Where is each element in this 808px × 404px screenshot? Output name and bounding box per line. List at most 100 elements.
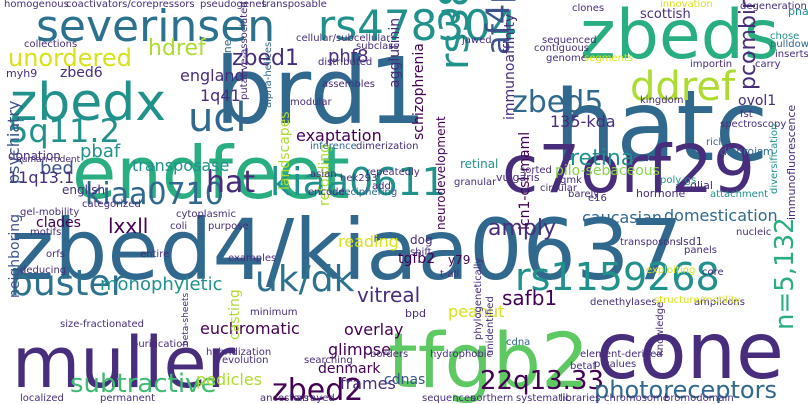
- word-4: muller: [12, 322, 236, 404]
- word-99: panels: [684, 245, 717, 256]
- word-80: degeneration: [740, 1, 807, 12]
- word-86: ovol1: [738, 93, 777, 109]
- word-54: cdnas: [384, 372, 426, 388]
- word-66: neighboring: [7, 214, 23, 298]
- word-172: knowledge: [655, 301, 666, 356]
- word-93: hormone: [636, 187, 686, 200]
- word-6: cone: [596, 307, 785, 397]
- word-119: transposable: [262, 0, 327, 10]
- word-182: arrayed: [296, 393, 335, 404]
- word-128: inference: [310, 141, 357, 152]
- word-85: carry: [755, 59, 781, 70]
- word-125: alpha-helices: [263, 41, 274, 108]
- word-2: brd1: [215, 38, 427, 145]
- word-148: coli: [170, 221, 188, 232]
- word-102: nucleic: [736, 227, 772, 238]
- word-116: homogenous: [4, 0, 69, 10]
- word-19: kiaa0710: [85, 177, 224, 212]
- word-112: sequenced: [542, 35, 597, 46]
- word-92: kingdom: [640, 95, 684, 106]
- word-130: hek293: [340, 173, 378, 184]
- word-57: domestication: [664, 206, 778, 225]
- word-60: dog: [410, 233, 433, 247]
- word-138: vulgaris: [496, 171, 540, 184]
- word-94: glial: [690, 179, 713, 192]
- word-25: photoreceptors: [594, 376, 777, 404]
- word-127: modular: [290, 97, 332, 108]
- word-53: frames: [340, 374, 396, 393]
- word-154: examples: [228, 253, 277, 264]
- word-175: bromodomain: [664, 393, 734, 404]
- word-15: 5q11.2: [8, 112, 120, 150]
- word-51: glimpse: [328, 340, 391, 359]
- word-100: transposons: [620, 237, 682, 248]
- word-81: innovation: [660, 0, 713, 10]
- word-180: permanent: [100, 393, 156, 404]
- word-129: dimerization: [356, 141, 419, 152]
- word-65: psychiatry: [4, 100, 23, 184]
- word-67: casting: [227, 289, 243, 340]
- word-56: caucasian: [582, 208, 663, 227]
- word-141: barely: [568, 189, 600, 200]
- word-49: euchromatic: [200, 319, 300, 338]
- word-32: zbed1: [232, 46, 300, 71]
- word-171: p-values: [594, 359, 637, 370]
- word-8: zbeds: [580, 0, 780, 75]
- word-84: inserts: [775, 49, 808, 60]
- word-22: uk/dk: [255, 259, 355, 300]
- word-162: hybridization: [206, 347, 272, 358]
- word-167: unidentified: [485, 296, 496, 356]
- word-155: shift: [410, 247, 432, 258]
- word-120: clones: [572, 3, 605, 14]
- word-11: zbedx: [10, 73, 167, 133]
- word-79: pna: [788, 5, 808, 18]
- word-137: granular: [454, 177, 497, 188]
- word-157: size-fractionated: [60, 319, 144, 330]
- word-46: monophyletic: [100, 274, 223, 295]
- word-103: immunofluorescence: [785, 104, 798, 220]
- word-43: 11q13.1: [8, 168, 75, 187]
- word-159: purification: [132, 339, 189, 350]
- word-48: safb1: [502, 286, 558, 310]
- word-161: evolution: [222, 355, 269, 366]
- word-10: rs478304: [318, 1, 518, 50]
- word-149: purpose: [208, 221, 249, 232]
- word-165: hydrophobic: [430, 349, 493, 360]
- word-89: dichroism: [720, 145, 774, 158]
- word-40: retina: [570, 146, 635, 171]
- word-121: collections: [24, 39, 78, 50]
- word-82: chose: [770, 31, 800, 42]
- word-158: minimum: [250, 307, 298, 318]
- word-77: bpd: [405, 307, 426, 320]
- word-145: gel-mobility: [20, 207, 80, 218]
- word-143: gmk: [560, 175, 582, 186]
- word-87: fst: [740, 109, 753, 120]
- word-74: neurodevelopment: [434, 116, 448, 230]
- word-39: transposase: [132, 156, 230, 175]
- word-98: lsd1: [680, 235, 703, 248]
- word-163: searching: [304, 355, 353, 366]
- word-132: add: [372, 181, 391, 192]
- word-169: element-derived: [580, 349, 663, 360]
- word-68: landscapes: [277, 111, 293, 190]
- word-153: deducing: [20, 265, 67, 276]
- word-144: human-rodent: [16, 155, 81, 165]
- word-37: pbaf: [80, 141, 121, 162]
- word-76: y79: [448, 253, 471, 267]
- word-21: buster: [10, 263, 126, 304]
- word-115: segments: [584, 53, 634, 64]
- word-131: repeatedly: [366, 167, 420, 178]
- word-152: entire: [140, 249, 170, 260]
- word-70: schizophrenia: [411, 43, 427, 140]
- word-47: vitreal: [357, 283, 421, 307]
- word-142: e16: [588, 193, 607, 204]
- word-136: retinal: [460, 157, 499, 171]
- word-126: assembles: [322, 79, 375, 90]
- word-72: immunoaffinity: [502, 13, 518, 120]
- word-42: bed: [40, 158, 74, 179]
- word-12: ddref: [630, 64, 736, 110]
- word-109: subclass: [356, 41, 399, 52]
- word-164: borders: [370, 349, 409, 360]
- word-62: donation: [8, 149, 61, 163]
- word-140: sorted: [520, 165, 552, 176]
